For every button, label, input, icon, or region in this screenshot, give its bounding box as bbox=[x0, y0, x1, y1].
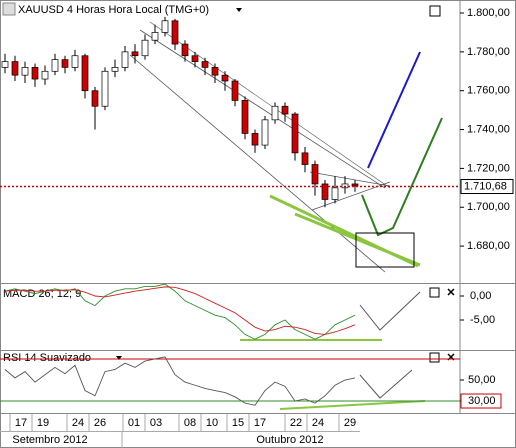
rsi-title: RSI 14 Suavizado bbox=[3, 352, 91, 364]
close-button[interactable]: ✕ bbox=[446, 352, 455, 364]
x-tick-label: 24 bbox=[72, 417, 84, 429]
candle-body bbox=[121, 51, 129, 68]
x-tick-label: 17 bbox=[254, 417, 266, 429]
close-button[interactable]: ✕ bbox=[446, 287, 455, 299]
candle-body bbox=[201, 61, 209, 68]
last-price-box bbox=[460, 179, 514, 195]
x-tick-label: 01 bbox=[128, 417, 140, 429]
rsi-dropdown[interactable] bbox=[116, 356, 122, 360]
tick-highlight bbox=[460, 393, 502, 409]
candle-body bbox=[161, 20, 169, 33]
title-dropdown[interactable] bbox=[236, 8, 242, 12]
candle-body bbox=[301, 152, 309, 165]
y-tick-label: 50,00 bbox=[468, 374, 496, 386]
candle-body bbox=[71, 55, 79, 68]
candle-body bbox=[11, 61, 19, 76]
candle-body bbox=[101, 70, 109, 107]
candle-body bbox=[131, 51, 139, 57]
x-tick-label: 29 bbox=[344, 417, 356, 429]
x-tick-label: 08 bbox=[184, 417, 196, 429]
x-tick-label: 10 bbox=[206, 417, 218, 429]
chart-title: XAUUSD 4 Horas Hora Local (TMG+0) bbox=[18, 4, 209, 16]
candle-body bbox=[351, 183, 359, 187]
candle-body bbox=[331, 187, 339, 200]
x-tick-label: 19 bbox=[37, 417, 49, 429]
y-tick-label: 1.720,00 bbox=[467, 162, 510, 174]
x-tick-label: 26 bbox=[94, 417, 106, 429]
candle-body bbox=[21, 67, 29, 76]
candle-body bbox=[51, 59, 59, 72]
maximize-button[interactable] bbox=[429, 5, 441, 17]
candle-body bbox=[261, 119, 269, 146]
macd-line bbox=[4, 286, 356, 335]
candle-body bbox=[191, 55, 199, 62]
y-tick-label: 1.780,00 bbox=[467, 46, 510, 58]
y-tick-label: -5,00 bbox=[470, 314, 495, 326]
month-label: Setembro 2012 bbox=[12, 434, 87, 446]
candle-body bbox=[231, 80, 239, 101]
last-price-label: 1.710,68 bbox=[464, 180, 507, 192]
y-tick-label: 1.760,00 bbox=[467, 85, 510, 97]
candle-body bbox=[251, 133, 259, 146]
annotations bbox=[129, 21, 443, 410]
macd-line bbox=[4, 283, 356, 340]
y-tick-label: 30,00 bbox=[468, 395, 496, 407]
y-tick-label: 1.700,00 bbox=[467, 201, 510, 213]
candle-body bbox=[241, 100, 249, 134]
maximize-button[interactable] bbox=[429, 287, 440, 298]
candle-body bbox=[41, 70, 49, 80]
candle-body bbox=[271, 105, 279, 121]
x-tick-label: 22 bbox=[290, 417, 302, 429]
x-tick-label: 24 bbox=[312, 417, 324, 429]
maximize-button[interactable] bbox=[429, 352, 440, 363]
candle-body bbox=[321, 183, 329, 200]
x-tick-label: 17 bbox=[15, 417, 27, 429]
candle-body bbox=[81, 55, 89, 92]
symbol-icon[interactable] bbox=[2, 2, 16, 16]
candle-body bbox=[281, 105, 289, 115]
y-tick-label: 1.680,00 bbox=[467, 240, 510, 252]
candle-body bbox=[221, 74, 229, 82]
rsi-line bbox=[4, 356, 356, 406]
month-label: Outubro 2012 bbox=[256, 434, 323, 446]
candle-body bbox=[91, 90, 99, 107]
candle-body bbox=[211, 67, 219, 76]
candle-body bbox=[151, 32, 159, 41]
candle-body bbox=[61, 59, 69, 68]
y-tick-label: 0,00 bbox=[470, 290, 491, 302]
candle-body bbox=[111, 67, 119, 72]
candle-body bbox=[1, 61, 9, 68]
x-tick-label: 15 bbox=[232, 417, 244, 429]
candle-body bbox=[141, 39, 149, 57]
y-tick-label: 1.740,00 bbox=[467, 123, 510, 135]
candle-body bbox=[31, 67, 39, 80]
candle-body bbox=[311, 164, 319, 185]
candle-body bbox=[291, 113, 299, 154]
candle-body bbox=[181, 43, 189, 57]
candle-body bbox=[171, 20, 179, 45]
y-tick-label: 1.800,00 bbox=[467, 7, 510, 19]
x-tick-label: 03 bbox=[150, 417, 162, 429]
